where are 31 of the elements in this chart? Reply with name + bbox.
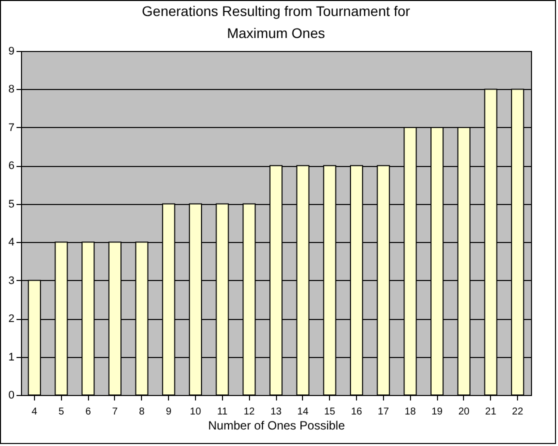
y-tick-label: 3	[8, 274, 14, 287]
y-tick-label: 8	[8, 84, 14, 96]
x-tick-label: 18	[404, 406, 416, 418]
x-tick-label: 10	[190, 406, 202, 418]
x-tick-label: 5	[58, 406, 64, 418]
y-tick-label: 9	[8, 46, 14, 58]
x-tick-label: 12	[244, 406, 256, 418]
chart-title: Generations Resulting from Tournament for Maximum Ones	[142, 3, 410, 41]
x-axis-title: Number of Ones Possible	[208, 418, 346, 432]
y-tick-label: 1	[8, 351, 14, 364]
x-tick-label: 7	[112, 406, 118, 418]
y-tick-label: 5	[8, 198, 14, 210]
x-tick-label: 21	[485, 406, 497, 418]
x-tick-label: 20	[458, 406, 470, 418]
y-tick-label: 7	[8, 122, 14, 134]
x-tick-label: 8	[139, 406, 146, 418]
x-tick-label: 4	[32, 406, 38, 418]
x-tick-label: 11	[217, 406, 228, 418]
y-tick-label: 2	[8, 313, 14, 326]
x-tick-label: 6	[85, 406, 92, 418]
y-tick-label: 6	[8, 160, 14, 172]
x-tick-label: 13	[270, 406, 282, 418]
x-tick-label: 22	[512, 406, 524, 418]
x-tick-label: 15	[324, 406, 336, 418]
x-tick-label: 16	[350, 406, 363, 418]
y-tick-label: 4	[8, 236, 14, 249]
x-tick-label: 17	[378, 406, 390, 418]
y-tick-label: 0	[8, 390, 14, 402]
x-tick-label: 19	[431, 406, 444, 418]
x-tick-label: 14	[297, 406, 309, 418]
x-tick-label: 9	[166, 406, 172, 418]
